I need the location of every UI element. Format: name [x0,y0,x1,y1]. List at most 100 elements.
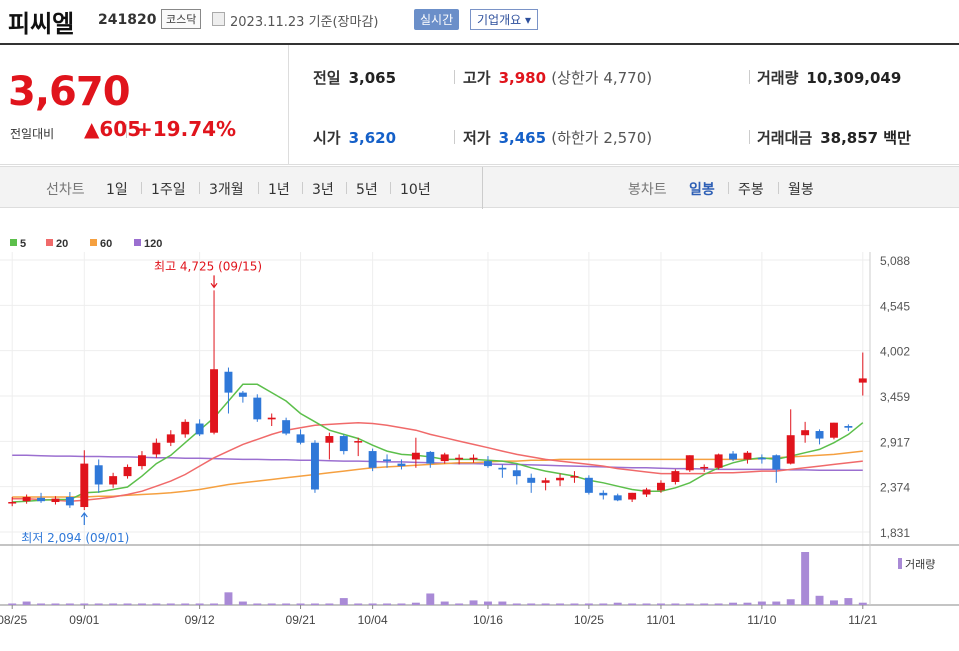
y-tick-label: 4,002 [880,345,910,359]
candle-weekly[interactable]: 주봉 [738,182,764,198]
volume-bar [238,601,247,605]
ma5-line [12,383,864,503]
low-stat: 저가 3,465 (하한가 2,570) [463,127,652,148]
prev-close-stat: 전일 3,065 [313,67,396,88]
candle-daily[interactable]: 일봉 [689,182,715,198]
volume-bar [757,601,766,605]
candle-body [8,502,17,504]
volume-bar [613,602,622,605]
volume-bar [858,602,867,605]
period-1d[interactable]: 1일 [106,182,128,198]
x-tick-label: 09/21 [286,613,316,627]
y-tick-label: 2,917 [880,435,910,449]
divider [346,182,347,194]
market-badge: 코스닥 [161,9,202,29]
line-chart-label: 선차트 [46,182,85,198]
volume-bar [80,603,89,605]
stock-name: 피씨엘 [8,10,75,38]
divider [390,182,391,194]
candle-body [267,417,276,420]
min-arrow [80,512,88,526]
candle-body [22,497,31,502]
candle-body [152,442,161,455]
volume-bar [786,599,795,605]
legend-label: 5 [20,238,26,250]
period-5y[interactable]: 5년 [356,182,378,198]
candle-body [685,455,694,471]
legend-swatch [10,239,17,246]
volume-bar [570,603,579,605]
volume-bar [368,603,377,605]
divider [302,182,303,194]
volume-bar [469,600,478,605]
candle-body [656,482,665,491]
candle-body [512,470,521,477]
candle-body [181,421,190,435]
candle-body [440,454,449,462]
legend-swatch [46,239,53,246]
legend-label: 60 [100,238,112,250]
candle-body [584,477,593,493]
volume-bar [498,601,507,605]
realtime-button[interactable]: 실시간 [414,9,460,30]
volume-bar [844,598,853,605]
stat-value: 3,620 [348,129,397,147]
divider [728,182,729,194]
period-3y[interactable]: 3년 [312,182,334,198]
volume-bar [483,601,492,605]
volume-bar [267,603,276,605]
candle-body [166,434,175,443]
volume-bar [51,603,60,605]
volume-bar [166,603,175,605]
x-tick-label: 11/10 [747,613,776,627]
volume-bar [354,603,363,605]
max-arrow [210,275,218,289]
x-tick-label: 08/25 [0,613,28,627]
stock-code: 241820 [98,12,157,28]
candle-body [613,495,622,501]
candle-body [397,463,406,467]
volume-bar [65,603,74,605]
y-tick-label: 3,459 [880,390,910,404]
volume-bar [671,603,680,605]
volume-bar [123,603,132,605]
stat-value: 3,465 [498,129,547,147]
volume-bar [628,603,637,605]
period-1y[interactable]: 1년 [268,182,290,198]
candle-body [642,489,651,495]
divider [126,124,127,138]
volume-bar [325,603,334,605]
candle-body [786,435,795,464]
volume-bar [426,593,435,605]
candle-body [455,457,464,460]
period-1w[interactable]: 1주일 [151,182,186,198]
change-percent: +19.74% [136,117,237,141]
candle-monthly[interactable]: 월봉 [788,182,814,198]
x-tick-label: 11/21 [848,613,877,627]
candle-body [80,463,89,508]
volume-bar [397,603,406,605]
volume-bar [714,603,723,605]
volume-bar [440,601,449,605]
candle-body [253,397,262,420]
stat-value: 10,309,049 [806,69,902,87]
candle-body [210,369,219,433]
high-stat: 고가 3,980 (상한가 4,770) [463,67,652,88]
y-tick-label: 5,088 [880,254,910,268]
divider [778,182,779,194]
candle-body [368,451,377,468]
legend-label: 20 [56,238,68,250]
volume-bar [37,603,46,605]
volume-stat: 거래량 10,309,049 [757,67,901,88]
company-overview-dropdown[interactable]: 기업개요 ▾ [470,9,538,30]
stat-label: 고가 [463,69,491,87]
volume-bar [829,600,838,605]
candle-body [757,457,766,460]
period-toolbar: 선차트 1일 1주일 3개월 1년 3년 5년 10년 봉차트 일봉 주봉 월봉 [0,166,959,209]
period-3m[interactable]: 3개월 [209,182,244,198]
candle-body [224,371,233,393]
volume-bar [137,603,146,605]
period-10y[interactable]: 10년 [400,182,431,198]
candle-body [599,492,608,496]
volume-bar [152,603,161,605]
